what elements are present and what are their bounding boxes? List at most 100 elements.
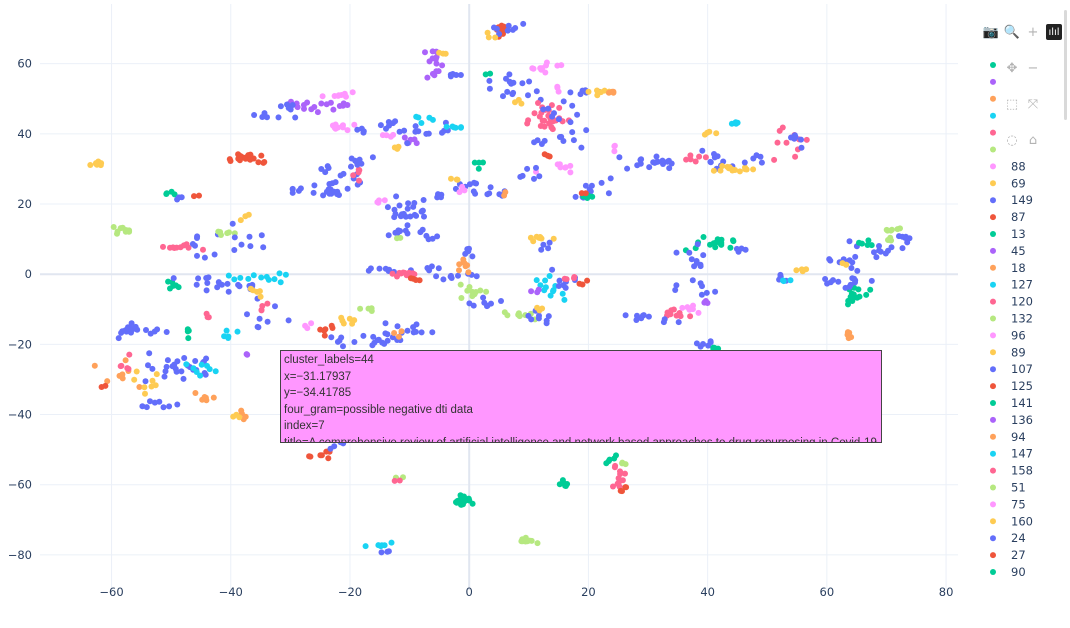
legend-label[interactable]: 127 <box>1011 278 1033 292</box>
data-point[interactable] <box>871 249 877 256</box>
data-point[interactable] <box>549 266 556 273</box>
data-point[interactable] <box>396 477 403 484</box>
data-point[interactable] <box>410 329 417 336</box>
data-point[interactable] <box>646 164 653 171</box>
legend-label[interactable]: 45 <box>1011 244 1026 258</box>
data-point[interactable] <box>750 166 757 173</box>
data-point[interactable] <box>588 182 595 189</box>
legend-marker[interactable] <box>990 231 996 237</box>
data-point[interactable] <box>311 104 318 110</box>
legend-marker[interactable] <box>990 197 996 204</box>
data-point[interactable] <box>160 243 166 250</box>
data-point[interactable] <box>87 162 94 168</box>
data-point[interactable] <box>732 167 738 173</box>
data-point[interactable] <box>545 313 552 320</box>
data-point[interactable] <box>567 89 574 96</box>
data-point[interactable] <box>717 167 724 174</box>
data-point[interactable] <box>547 292 554 299</box>
data-point[interactable] <box>567 162 574 169</box>
data-point[interactable] <box>398 211 405 218</box>
data-point[interactable] <box>332 121 339 128</box>
data-point[interactable] <box>102 382 109 389</box>
data-point[interactable] <box>203 287 210 294</box>
data-point[interactable] <box>423 232 430 239</box>
data-point[interactable] <box>418 120 425 126</box>
legend-marker[interactable] <box>990 146 996 153</box>
data-point[interactable] <box>337 172 344 179</box>
data-point[interactable] <box>277 103 284 110</box>
data-point[interactable] <box>661 316 668 323</box>
data-point[interactable] <box>475 165 482 172</box>
data-point[interactable] <box>546 153 553 160</box>
data-point[interactable] <box>638 315 645 322</box>
data-point[interactable] <box>173 368 180 375</box>
legend-label[interactable]: 27 <box>1011 548 1026 562</box>
camera-icon[interactable]: 📷 <box>982 24 1000 40</box>
data-point[interactable] <box>471 159 478 166</box>
data-point[interactable] <box>555 283 562 289</box>
data-point[interactable] <box>617 471 624 477</box>
data-point[interactable] <box>264 318 271 325</box>
data-point[interactable] <box>311 182 318 189</box>
data-point[interactable] <box>194 233 201 240</box>
data-point[interactable] <box>645 313 652 320</box>
data-point[interactable] <box>651 159 658 166</box>
legend-marker[interactable] <box>990 416 996 423</box>
data-point[interactable] <box>699 283 705 290</box>
legend-label[interactable]: 107 <box>1011 362 1033 376</box>
data-point[interactable] <box>369 342 376 349</box>
data-point[interactable] <box>867 286 874 293</box>
data-point[interactable] <box>688 256 695 263</box>
data-point[interactable] <box>154 326 161 333</box>
data-point[interactable] <box>194 252 200 259</box>
data-point[interactable] <box>247 156 254 163</box>
data-point[interactable] <box>865 237 872 244</box>
data-point[interactable] <box>487 70 494 77</box>
data-point[interactable] <box>118 362 125 369</box>
data-point[interactable] <box>448 175 454 182</box>
data-point[interactable] <box>275 114 282 121</box>
data-point[interactable] <box>395 143 402 150</box>
data-point[interactable] <box>322 326 329 333</box>
data-point[interactable] <box>300 102 307 108</box>
data-point[interactable] <box>798 136 804 143</box>
data-point[interactable] <box>572 193 579 200</box>
data-point[interactable] <box>902 234 909 241</box>
data-point[interactable] <box>191 193 197 200</box>
data-point[interactable] <box>419 207 426 214</box>
data-point[interactable] <box>868 277 875 284</box>
data-point[interactable] <box>378 549 385 556</box>
data-point[interactable] <box>126 351 133 358</box>
data-point[interactable] <box>382 320 389 327</box>
legend-marker[interactable] <box>990 78 996 85</box>
data-point[interactable] <box>670 306 677 313</box>
data-point[interactable] <box>736 168 743 175</box>
data-point[interactable] <box>611 148 618 155</box>
data-point[interactable] <box>324 163 331 170</box>
data-point[interactable] <box>504 312 511 319</box>
data-point[interactable] <box>594 92 601 99</box>
legend-marker[interactable] <box>990 383 996 390</box>
data-point[interactable] <box>349 89 356 96</box>
data-point[interactable] <box>466 181 473 188</box>
data-point[interactable] <box>713 239 720 246</box>
data-point[interactable] <box>673 249 680 256</box>
data-point[interactable] <box>535 286 542 293</box>
legend-label[interactable]: 132 <box>1011 312 1033 326</box>
data-point[interactable] <box>742 246 749 253</box>
data-point[interactable] <box>548 124 555 131</box>
data-point[interactable] <box>569 129 576 136</box>
data-point[interactable] <box>824 280 831 287</box>
data-point[interactable] <box>466 300 473 307</box>
data-point[interactable] <box>374 199 381 206</box>
data-point[interactable] <box>613 452 619 459</box>
data-point[interactable] <box>218 232 224 238</box>
data-point[interactable] <box>231 234 238 241</box>
data-point[interactable] <box>332 125 339 132</box>
data-point[interactable] <box>237 274 244 281</box>
data-point[interactable] <box>426 58 433 65</box>
data-point[interactable] <box>225 288 232 295</box>
data-point[interactable] <box>519 80 526 87</box>
data-point[interactable] <box>384 204 391 211</box>
